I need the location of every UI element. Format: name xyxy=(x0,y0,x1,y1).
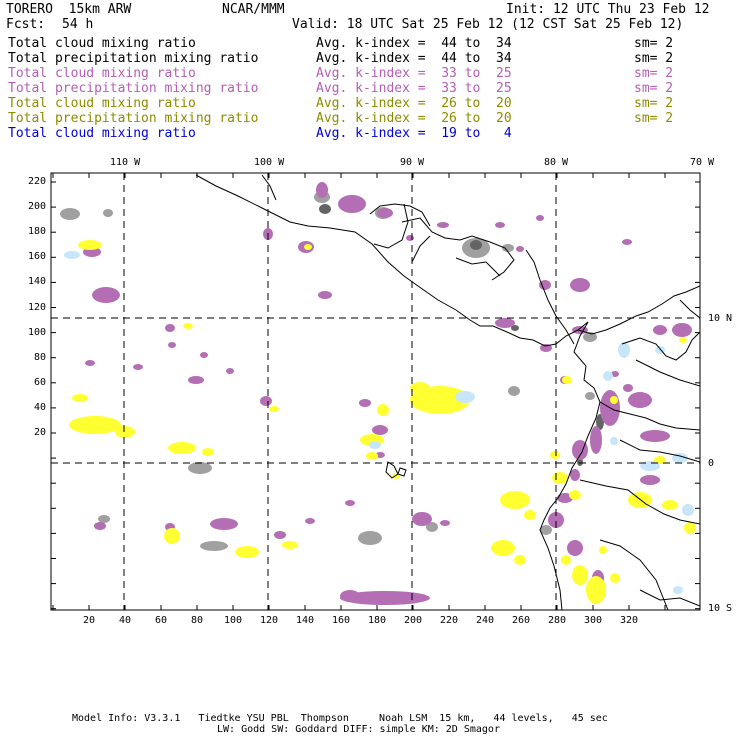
legend-field-name: Total cloud mixing ratio xyxy=(8,66,196,81)
cloud-fields xyxy=(60,182,696,605)
legend-kindex-range: Avg. k-index = 19 to 4 xyxy=(316,126,512,141)
legend-kindex-range: Avg. k-index = 26 to 20 xyxy=(316,96,512,111)
legend-smoothing: sm= 2 xyxy=(634,111,674,126)
y-tick-label: 140 xyxy=(28,276,47,288)
legend-kindex-range: Avg. k-index = 33 to 25 xyxy=(316,66,512,81)
x-tick-label: 220 xyxy=(439,615,459,626)
x-tick-label: 260 xyxy=(511,615,531,626)
lon-label-100w: 100 W xyxy=(254,157,285,168)
graticule xyxy=(51,173,700,610)
x-tick-label: 300 xyxy=(583,615,603,626)
legend-smoothing: sm= 2 xyxy=(634,51,674,66)
legend-smoothing: sm= 2 xyxy=(634,81,674,96)
y-tick-label: 200 xyxy=(28,201,47,213)
x-tick-label: 60 xyxy=(154,615,168,626)
init-time: Init: 12 UTC Thu 23 Feb 12 xyxy=(506,2,710,17)
model-info-line1: Model Info: V3.3.1 Tiedtke YSU PBL Thomp… xyxy=(72,713,608,724)
y-tick-label: 100 xyxy=(28,326,47,338)
lon-label-80w: 80 W xyxy=(544,157,569,168)
legend-smoothing: sm= 2 xyxy=(634,66,674,81)
x-tick-label: 120 xyxy=(259,615,279,626)
x-tick-label: 200 xyxy=(403,615,423,626)
x-tick-label: 80 xyxy=(190,615,204,626)
x-tick-label: 280 xyxy=(547,615,567,626)
x-tick-label: 160 xyxy=(331,615,351,626)
valid-time: Valid: 18 UTC Sat 25 Feb 12 (12 CST Sat … xyxy=(292,17,684,32)
x-tick-label: 320 xyxy=(619,615,639,626)
lat-label-equator: 0 xyxy=(708,458,715,469)
y-tick-label: 80 xyxy=(33,351,46,363)
legend-field-name: Total precipitation mixing ratio xyxy=(8,81,259,96)
legend-kindex-range: Avg. k-index = 33 to 25 xyxy=(316,81,512,96)
y-tick-label: 180 xyxy=(28,226,47,238)
legend-field-name: Total cloud mixing ratio xyxy=(8,96,196,111)
legend-smoothing: sm= 2 xyxy=(634,36,674,51)
lon-label-70w: 70 W xyxy=(690,157,715,168)
y-tick-label: 60 xyxy=(33,376,46,388)
dark-gray-cloud-cores xyxy=(319,204,604,466)
map-frame xyxy=(50,172,701,611)
legend-smoothing: sm= 2 xyxy=(634,96,674,111)
lon-label-90w: 90 W xyxy=(400,157,425,168)
y-tick-label: 40 xyxy=(33,401,46,413)
legend-kindex-range: Avg. k-index = 44 to 34 xyxy=(316,36,512,51)
coastlines xyxy=(195,174,700,610)
y-tick-label: 20 xyxy=(33,427,46,438)
org-label: NCAR/MMM xyxy=(222,2,285,17)
lat-label-10n: 10 N xyxy=(708,313,733,324)
axis-ticks xyxy=(51,173,700,610)
x-tick-label: 100 xyxy=(223,615,243,626)
model-info-line2: LW: Godd SW: Goddard DIFF: simple KM: 2D… xyxy=(217,724,500,735)
legend-field-name: Total precipitation mixing ratio xyxy=(8,111,259,126)
model-title: TORERO 15km ARW xyxy=(6,2,132,17)
forecast-hour: 54 h xyxy=(62,17,94,32)
x-tick-label: 240 xyxy=(475,615,495,626)
y-tick-label: 120 xyxy=(28,301,47,313)
legend-field-name: Total cloud mixing ratio xyxy=(8,36,196,51)
x-tick-label: 20 xyxy=(82,615,96,626)
legend-kindex-range: Avg. k-index = 26 to 20 xyxy=(316,111,512,126)
x-tick-label: 180 xyxy=(367,615,387,626)
y-tick-label: 160 xyxy=(28,251,47,263)
lat-label-10s: 10 S xyxy=(708,603,733,614)
yellow-cloud-areas xyxy=(69,240,696,604)
light-blue-cloud-areas xyxy=(64,251,694,594)
x-tick-label: 140 xyxy=(295,615,315,626)
forecast-label: Fcst: xyxy=(6,17,46,32)
legend-field-name: Total precipitation mixing ratio xyxy=(8,51,259,66)
legend-kindex-range: Avg. k-index = 44 to 34 xyxy=(316,51,512,66)
lon-label-110w: 110 W xyxy=(110,157,141,168)
x-tick-label: 40 xyxy=(118,615,132,626)
legend-field-name: Total cloud mixing ratio xyxy=(8,126,196,141)
y-tick-label: 220 xyxy=(28,176,47,187)
